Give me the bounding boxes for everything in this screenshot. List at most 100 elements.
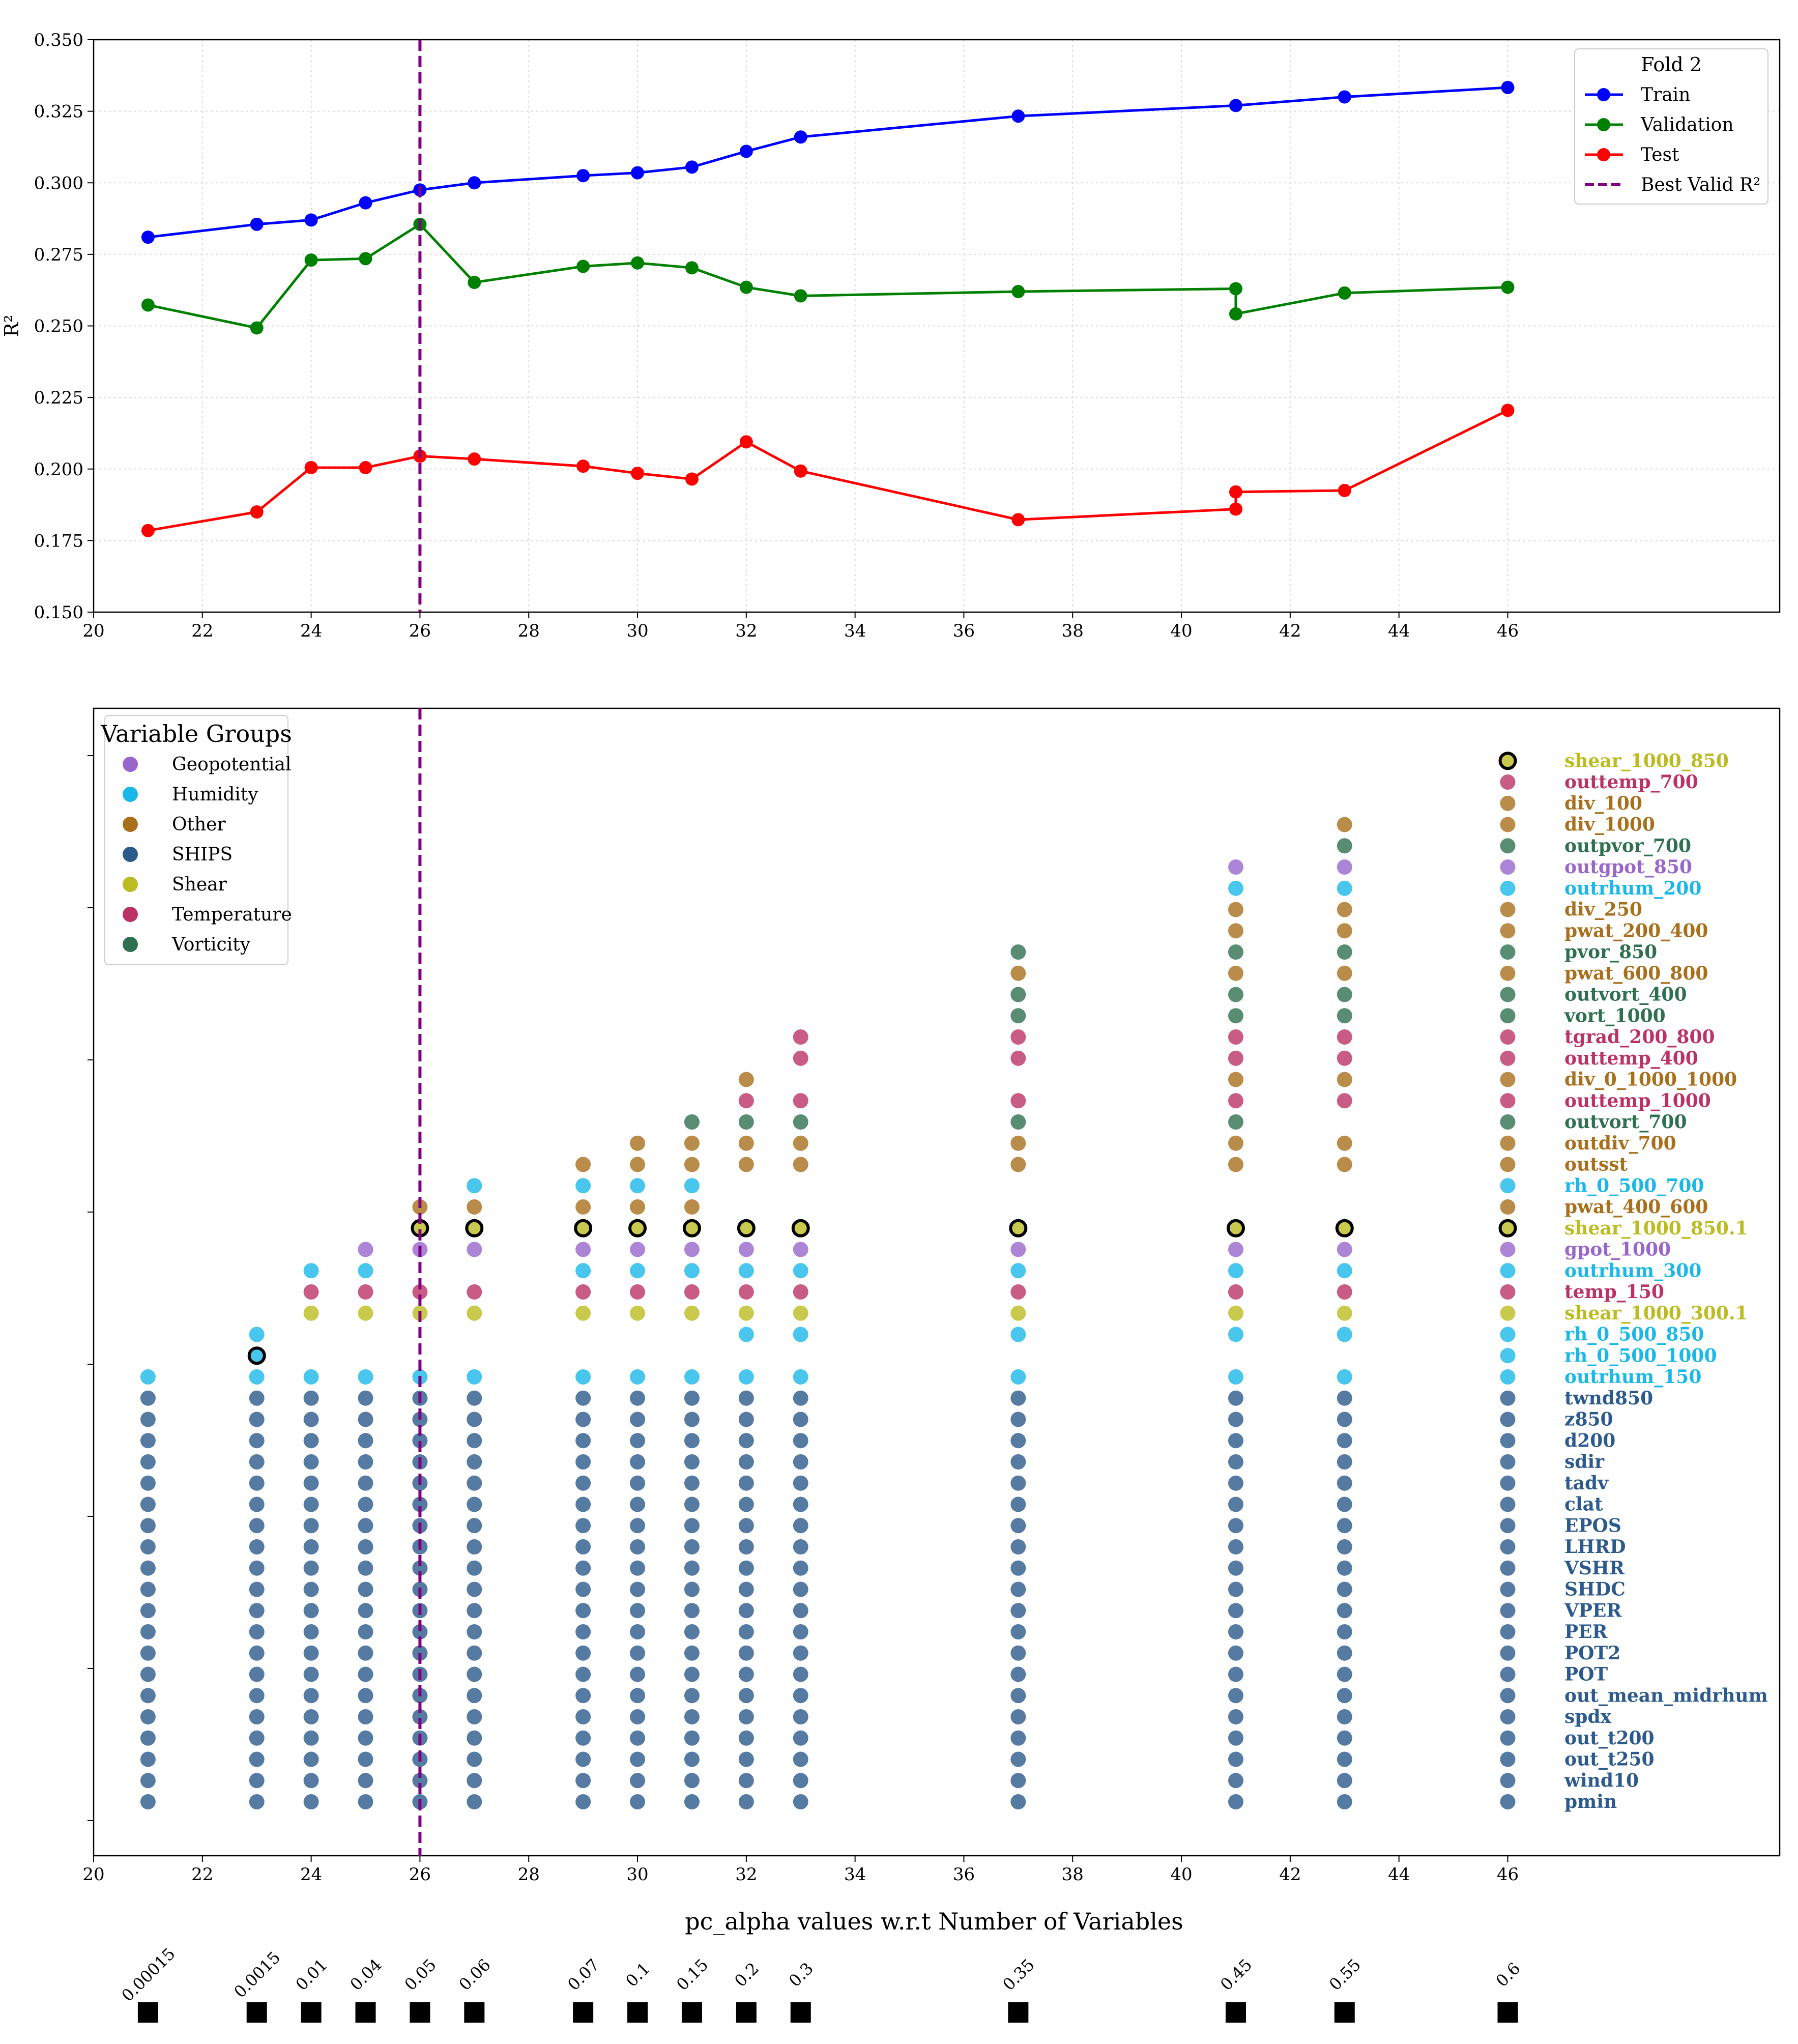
point-outsst <box>684 1157 700 1172</box>
point-clat <box>793 1496 808 1512</box>
point-temp_150 <box>1010 1284 1026 1300</box>
point-out_t250 <box>630 1751 646 1767</box>
variable-label: outvort_400 <box>1564 984 1687 1005</box>
point-outrhum_150 <box>1337 1369 1352 1385</box>
point-PER <box>1228 1624 1243 1639</box>
point-PER <box>738 1624 754 1639</box>
variable-label: shear_1000_850 <box>1564 750 1729 771</box>
point-POT2 <box>303 1645 319 1661</box>
point-POT2 <box>575 1645 591 1661</box>
point-PER <box>630 1624 646 1639</box>
point-outrhum_300 <box>793 1263 808 1279</box>
variable-label: out_t200 <box>1564 1728 1655 1749</box>
point-POT <box>303 1666 319 1682</box>
point-wind10 <box>575 1773 591 1789</box>
variable-label: gpot_1000 <box>1564 1239 1671 1260</box>
point-rh_0_500_1000 <box>247 1346 266 1365</box>
data-point-validation <box>141 298 155 312</box>
point-pmin <box>684 1794 700 1809</box>
point-shear_1000_850.1 <box>737 1219 756 1237</box>
point-z850 <box>684 1412 700 1427</box>
point-spdx <box>630 1709 646 1724</box>
point-sdir <box>249 1454 265 1470</box>
point-outdiv_700 <box>1228 1135 1243 1151</box>
alpha-label: 0.05 <box>401 1955 440 1994</box>
x-tick-label: 36 <box>953 621 975 641</box>
point-outdiv_700 <box>1337 1135 1352 1151</box>
point-EPOS <box>575 1518 591 1534</box>
data-point-test <box>1229 502 1242 516</box>
point-shear_1000_300.1 <box>303 1305 319 1321</box>
point-outrhum_300 <box>575 1263 591 1279</box>
point-rh_0_500_700 <box>467 1178 482 1194</box>
point-out_mean_midrhum <box>793 1688 808 1704</box>
data-point-validation <box>304 253 318 267</box>
point-VSHR <box>575 1560 591 1576</box>
variable-label: rh_0_500_1000 <box>1564 1345 1717 1366</box>
x-tick-label: 20 <box>82 1864 104 1885</box>
point-POT2 <box>140 1645 156 1661</box>
point-shear_1000_850.1 <box>1009 1219 1028 1237</box>
point-VPER <box>1337 1603 1352 1619</box>
legend-marker <box>123 877 138 892</box>
point-wind10 <box>793 1773 808 1789</box>
point-d200 <box>303 1433 319 1449</box>
point-VPER <box>358 1603 373 1619</box>
legend-marker <box>123 787 138 802</box>
point-outsst <box>575 1157 591 1172</box>
point-outrhum_150 <box>249 1369 265 1385</box>
point-outtemp_1000 <box>1500 1093 1516 1109</box>
point-SHDC <box>249 1581 265 1597</box>
point-tadv <box>303 1475 319 1491</box>
point-VSHR <box>249 1560 265 1576</box>
variable-label: outtemp_700 <box>1564 771 1698 793</box>
point-sdir <box>358 1454 373 1470</box>
data-point-validation <box>359 252 372 266</box>
point-SHDC <box>575 1581 591 1597</box>
legend-entry: Vorticity <box>171 934 251 955</box>
point-POT <box>249 1666 265 1682</box>
alpha-marker <box>573 2002 594 2023</box>
point-out_t250 <box>575 1751 591 1767</box>
alpha-label: 0.00015 <box>118 1944 179 2005</box>
point-wind10 <box>358 1773 373 1789</box>
point-div_250 <box>1337 902 1352 917</box>
point-outrhum_200 <box>1228 880 1243 896</box>
point-clat <box>303 1496 319 1512</box>
point-POT2 <box>1228 1645 1243 1661</box>
point-out_t200 <box>358 1730 373 1746</box>
point-outtemp_1000 <box>1228 1093 1243 1109</box>
data-point-train <box>739 145 753 158</box>
point-div_250 <box>1500 902 1516 917</box>
point-shear_1000_300.1 <box>1337 1305 1352 1321</box>
point-wind10 <box>1337 1773 1352 1789</box>
alpha-marker <box>1225 2002 1246 2023</box>
legend-entry: SHIPS <box>172 844 233 865</box>
point-shear_1000_300.1 <box>1010 1305 1026 1321</box>
data-point-test <box>1501 404 1515 417</box>
point-out_t250 <box>249 1751 265 1767</box>
legend-box <box>104 715 288 965</box>
point-EPOS <box>684 1518 700 1534</box>
point-clat <box>1337 1496 1352 1512</box>
point-twnd850 <box>1010 1390 1026 1406</box>
data-point-validation <box>1501 280 1515 294</box>
variable-label: SHDC <box>1564 1579 1626 1600</box>
point-POT2 <box>249 1645 265 1661</box>
legend-title: Variable Groups <box>100 720 292 747</box>
point-outdiv_700 <box>684 1135 700 1151</box>
point-tadv <box>358 1475 373 1491</box>
legend-marker <box>123 817 138 832</box>
point-outrhum_150 <box>467 1369 482 1385</box>
point-VPER <box>467 1603 482 1619</box>
point-shear_1000_850.1 <box>1226 1219 1245 1237</box>
data-point-test <box>141 524 155 537</box>
variable-label: rh_0_500_700 <box>1564 1175 1704 1196</box>
point-outdiv_700 <box>793 1135 808 1151</box>
data-point-train <box>1229 99 1242 112</box>
point-out_t200 <box>1010 1730 1026 1746</box>
point-POT2 <box>467 1645 482 1661</box>
point-div_0_1000_1000 <box>1337 1072 1352 1087</box>
point-pvor_850 <box>1010 944 1026 960</box>
point-z850 <box>1500 1412 1516 1427</box>
